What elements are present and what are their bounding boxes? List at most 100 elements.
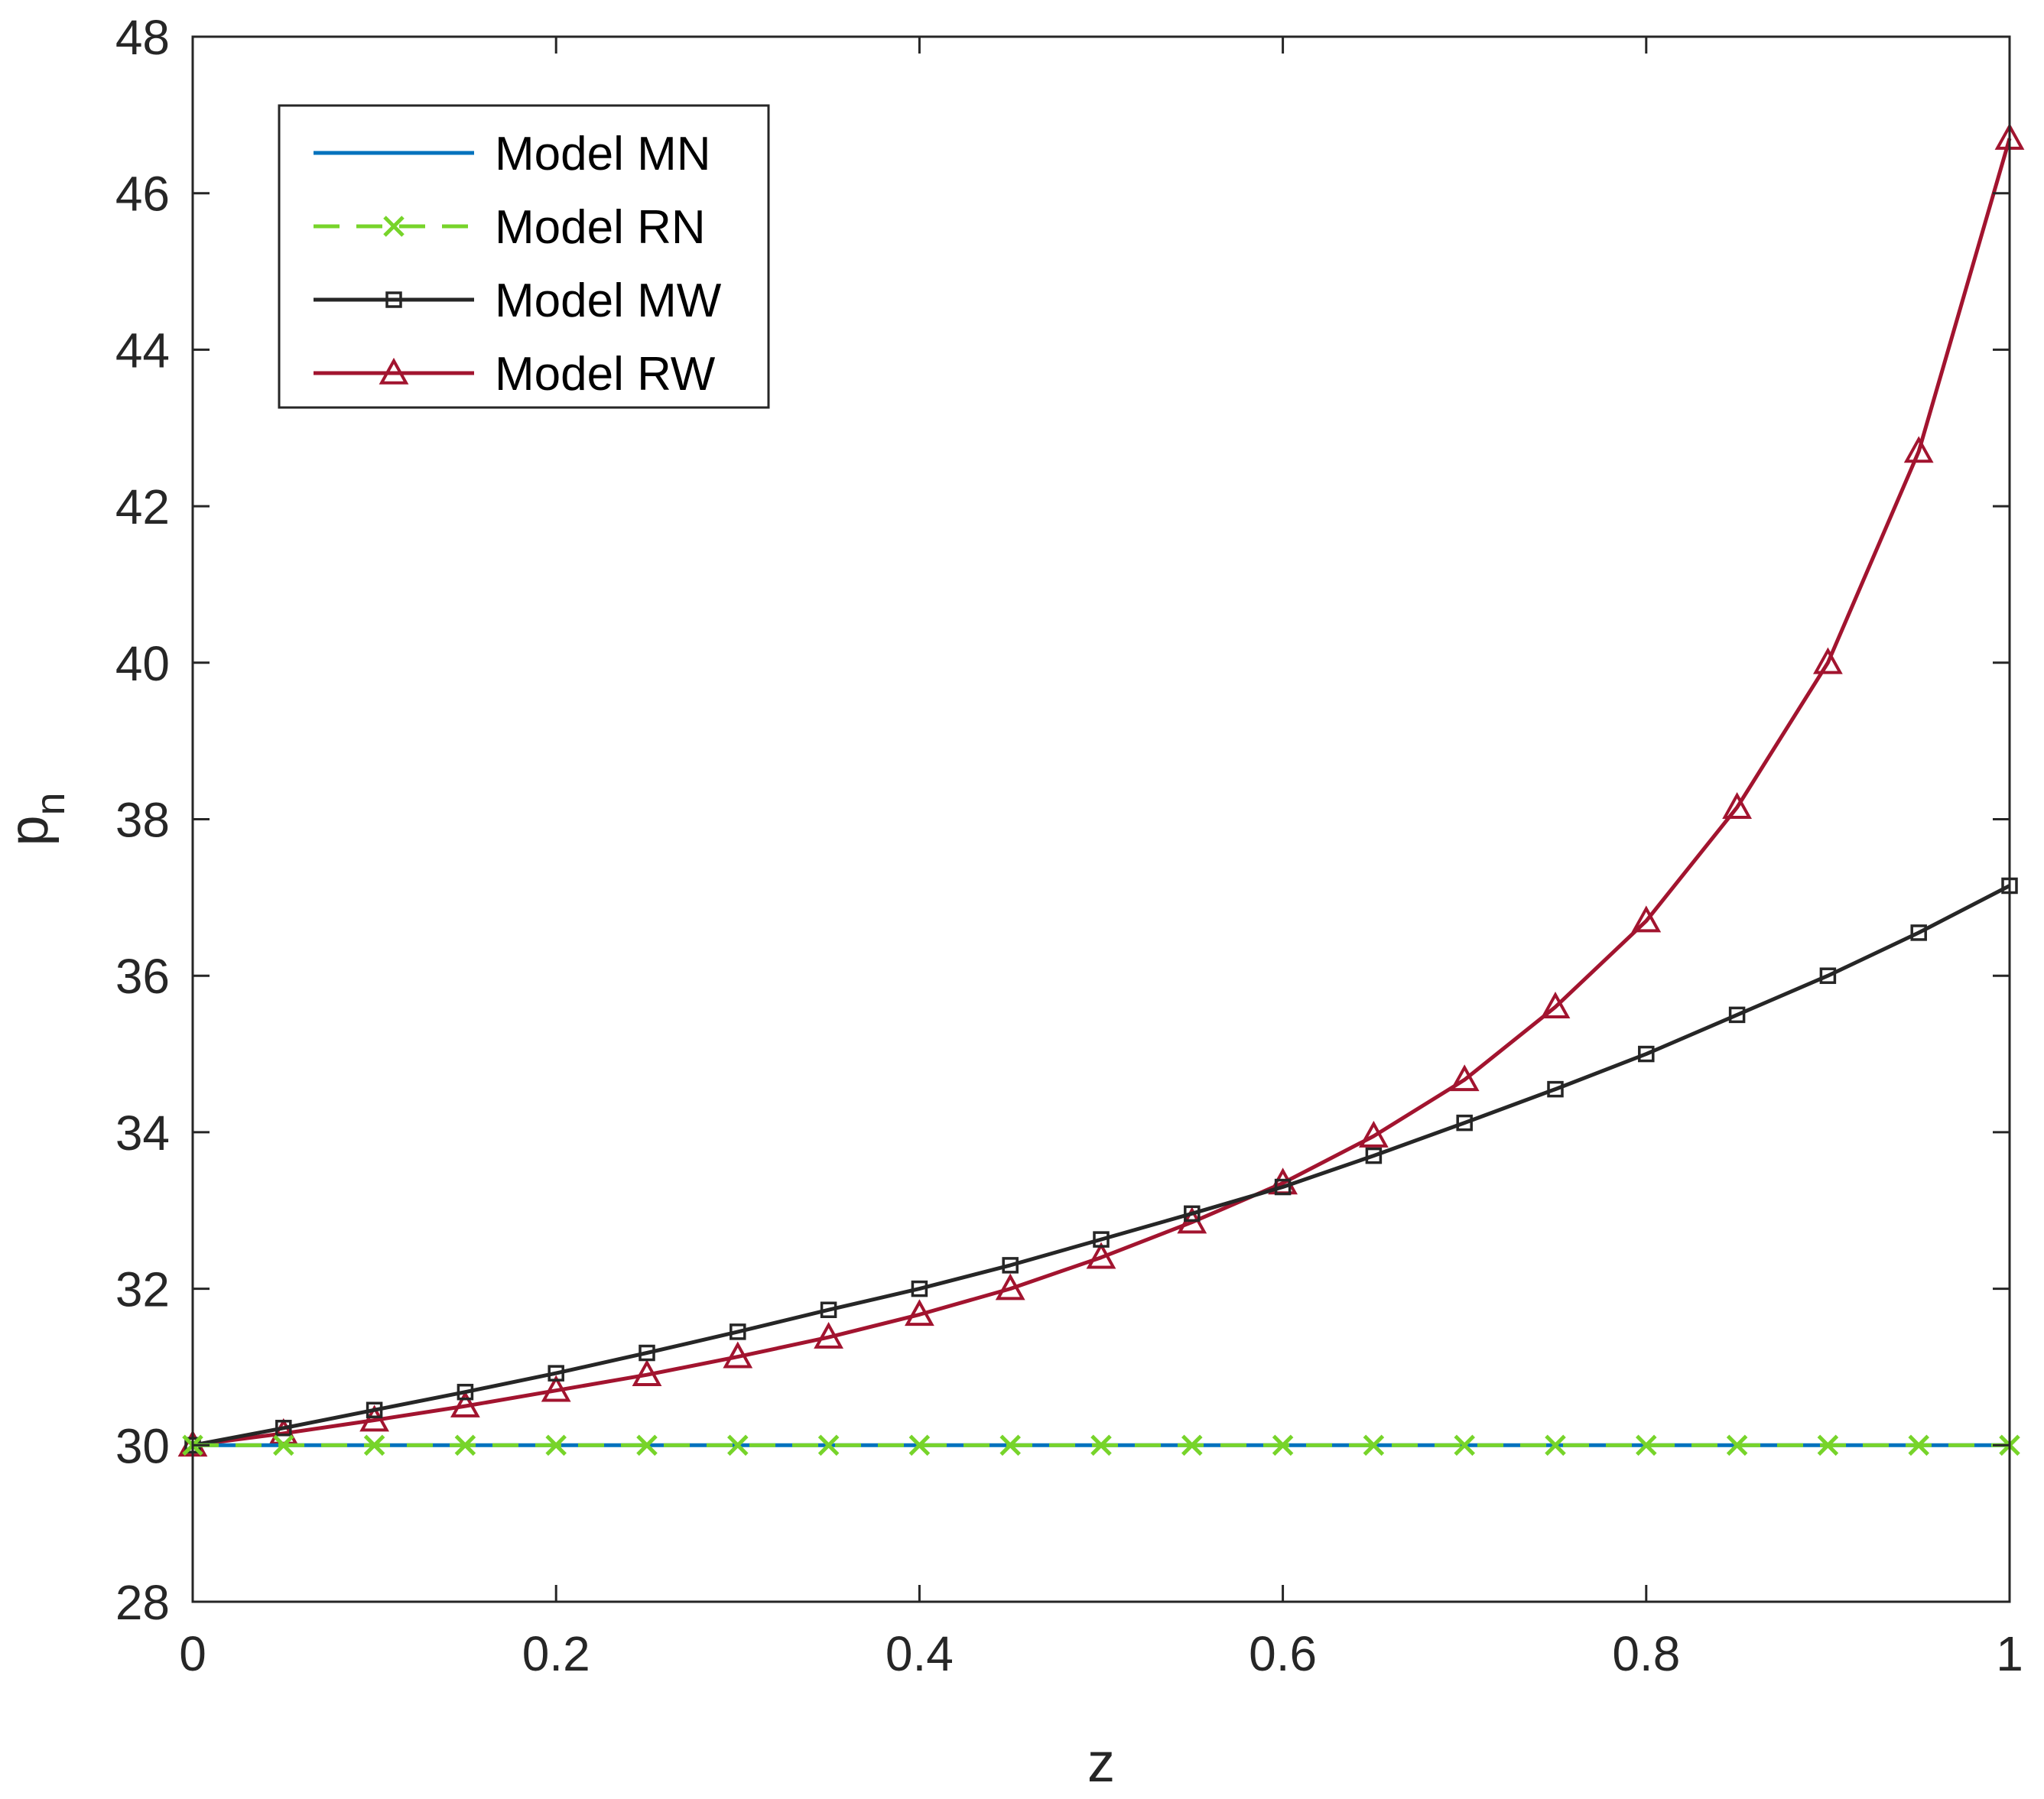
plot-area [177,122,2025,1457]
y-tick-label: 32 [115,1262,170,1317]
data-point-model-rn-17-stroke-b [1726,1434,1748,1456]
data-point-model-rn-15 [1545,1434,1566,1456]
data-point-model-rn-18-stroke-b [1817,1434,1839,1456]
data-point-model-rn-7-stroke-b [817,1434,840,1456]
data-point-model-mw-1 [275,1420,292,1437]
data-point-model-rn-12-stroke-b [1272,1434,1294,1456]
data-point-model-rn-9-stroke-b [999,1434,1021,1456]
data-point-model-rw-19 [1903,436,1934,463]
data-point-model-mw-6 [730,1323,746,1340]
data-point-model-rw-5 [632,1359,662,1386]
data-point-model-rn-12 [1272,1434,1294,1456]
data-point-model-rn-15-stroke-b [1545,1434,1566,1456]
y-tick-label: 44 [115,323,170,378]
data-point-model-rw-17 [1722,792,1752,819]
data-point-model-rn-6-stroke-b [727,1434,749,1456]
data-point-model-rw-15 [1540,992,1571,1018]
legend-label-model-mn: Model MN [495,128,711,180]
legend-marker-model-mw [385,291,402,308]
legend-marker-model-rw [379,357,409,385]
data-point-model-rn-13 [1363,1434,1385,1456]
data-point-model-rn-19-stroke-b [1908,1434,1929,1456]
data-point-model-rn-13-stroke-b [1363,1434,1385,1456]
data-point-model-rw-8 [905,1299,934,1327]
data-point-model-rn-3 [454,1434,476,1456]
data-point-model-rn-1-stroke-b [273,1434,294,1456]
data-point-model-rn-11 [1181,1434,1203,1456]
y-axis-title: pn [0,792,73,846]
x-tick-label: 1 [1996,1626,2023,1681]
data-point-model-rw-10 [1086,1242,1116,1269]
data-point-model-rn-6 [727,1434,749,1456]
legend-label-model-rn: Model RN [495,201,706,254]
data-point-model-rn-8-stroke-b [908,1434,931,1456]
x-tick-label: 0.4 [886,1626,954,1681]
data-point-model-rn-1 [273,1434,294,1456]
y-tick-label: 46 [115,167,170,222]
data-point-model-mw-18 [1819,967,1837,984]
data-point-model-rw-2 [359,1404,389,1432]
data-point-model-rn-10 [1090,1434,1112,1456]
data-point-model-mw-19 [1910,924,1927,941]
data-point-model-rn-16-stroke-b [1636,1434,1657,1456]
y-tick-label: 40 [115,636,170,691]
series-line-model-rw [192,138,2012,1447]
legend-box [278,104,770,409]
data-point-model-rn-4-stroke-b [545,1434,567,1456]
data-point-model-rn-16 [1636,1434,1657,1456]
y-tick-label: 48 [115,10,170,65]
x-tick-label: 0.2 [522,1626,590,1681]
legend-label-model-rw: Model RW [495,348,716,401]
data-point-model-mw-17 [1728,1006,1746,1024]
data-point-model-rw-7 [814,1321,843,1349]
data-point-model-rn-10-stroke-b [1090,1434,1112,1456]
data-point-model-mw-10 [1093,1231,1110,1248]
data-point-model-rw-3 [450,1391,480,1417]
y-tick-label: 28 [115,1575,170,1630]
data-point-model-mw-5 [639,1344,655,1362]
data-point-model-rn-5 [636,1434,658,1456]
data-point-model-mw-14 [1456,1114,1473,1132]
y-axis-title-main: p [0,816,60,846]
data-point-model-rn-8 [908,1434,931,1456]
data-point-model-rn-7 [817,1434,840,1456]
data-point-model-mw-3 [457,1383,474,1401]
data-point-model-rn-14 [1454,1434,1475,1456]
y-tick-label: 34 [115,1106,170,1161]
legend-marker-model-rn [383,216,405,237]
data-point-model-mw-12 [1274,1178,1292,1196]
x-tick-label: 0.8 [1612,1626,1680,1681]
data-point-model-mw-11 [1184,1205,1201,1223]
data-point-model-rn-18 [1817,1434,1839,1456]
data-point-model-rw-9 [995,1273,1025,1301]
data-point-model-mw-13 [1365,1147,1383,1164]
legend-label-model-mw: Model MW [495,274,722,327]
x-tick-label: 0.6 [1249,1626,1317,1681]
data-point-model-mw-8 [911,1280,928,1297]
data-point-model-mw-9 [1002,1257,1019,1274]
data-point-model-rn-5-stroke-b [636,1434,658,1456]
data-point-model-rw-14 [1449,1064,1480,1092]
data-point-model-rw-6 [723,1341,753,1369]
data-point-model-rw-4 [541,1375,571,1402]
legend-marker-model-rn-stroke-b [383,216,405,237]
data-point-model-rn-17 [1726,1434,1748,1456]
data-point-model-rn-4 [545,1434,567,1456]
data-point-model-mw-15 [1547,1080,1564,1098]
data-point-model-mw-16 [1638,1045,1655,1063]
y-tick-label: 36 [115,949,170,1004]
y-tick-label: 42 [115,479,170,534]
data-point-model-rn-2 [363,1434,385,1456]
data-point-model-rn-2-stroke-b [363,1434,385,1456]
data-point-model-rw-18 [1813,647,1843,674]
data-point-model-rw-13 [1359,1120,1389,1148]
data-point-model-rn-3-stroke-b [454,1434,476,1456]
data-point-model-rn-9 [999,1434,1021,1456]
data-point-model-rn-11-stroke-b [1181,1434,1203,1456]
y-tick-label: 30 [115,1418,170,1473]
y-tick-label: 38 [115,793,170,848]
data-point-model-rw-16 [1631,905,1662,933]
x-axis-title: z [1087,1732,1115,1794]
data-point-model-rn-14-stroke-b [1454,1434,1475,1456]
